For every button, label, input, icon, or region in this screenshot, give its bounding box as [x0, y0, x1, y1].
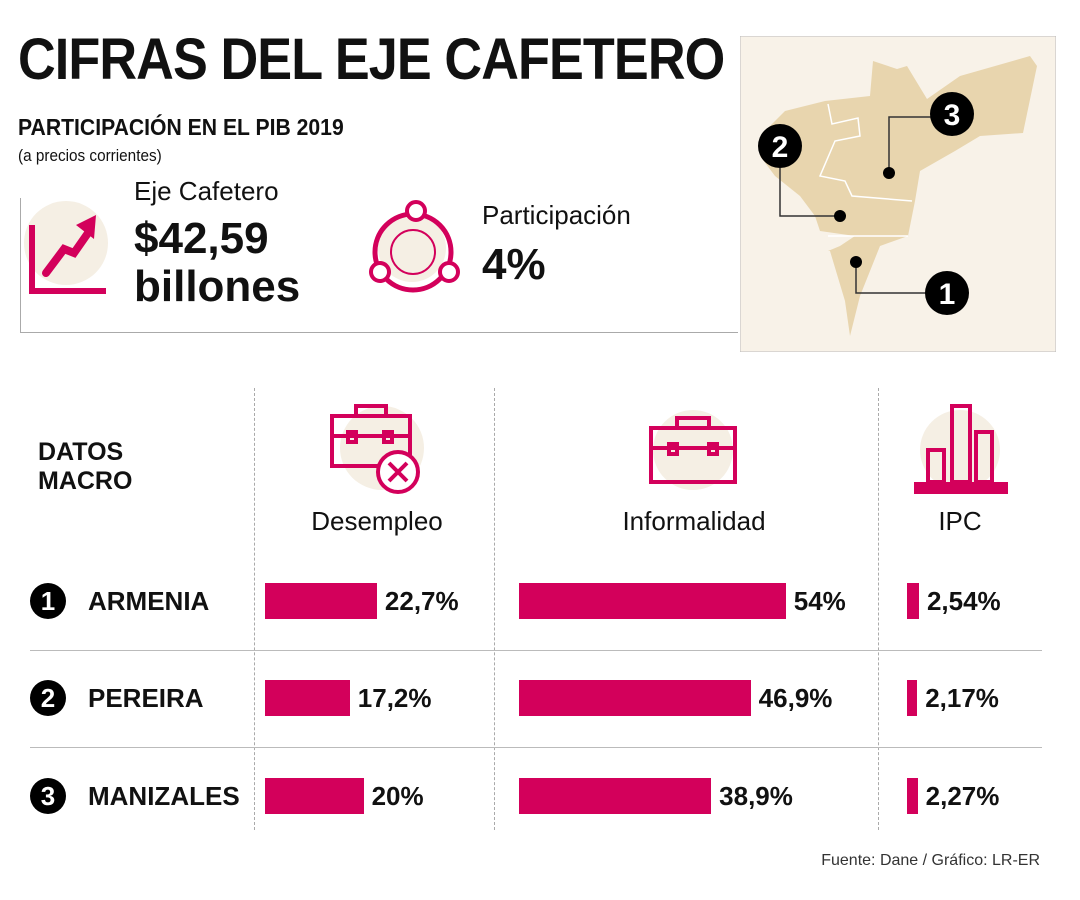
bar-desempleo [265, 778, 364, 814]
data-label: 22,7% [384, 586, 459, 616]
bar-ipc [907, 583, 919, 619]
briefcase-x-icon [330, 404, 424, 494]
column-header-informalidad: Informalidad [622, 506, 766, 536]
column-header-ipc: IPC [938, 506, 982, 536]
map-marker-label: 1 [939, 278, 956, 311]
bar-informalidad [519, 778, 712, 814]
row-divider [30, 747, 1042, 748]
column-header-desempleo: Desempleo [311, 506, 443, 536]
kpi-frame [20, 198, 738, 333]
map-marker-label: 3 [944, 99, 961, 132]
row-number: 3 [30, 778, 66, 814]
map-marker-1 [925, 271, 969, 315]
map-marker-label: 2 [772, 131, 789, 164]
divider [878, 388, 879, 830]
kpi-value: 4% [482, 240, 546, 289]
row-label: PEREIRA [88, 683, 204, 713]
row-label: ARMENIA [88, 586, 210, 616]
kpi-value: $42,59 [134, 214, 269, 263]
region-map: 3 2 1 [740, 36, 1056, 352]
bar-informalidad [519, 680, 751, 716]
kpi-label: Participación [482, 200, 631, 230]
row-number: 1 [30, 583, 66, 619]
bar-desempleo [265, 583, 377, 619]
row-number: 2 [30, 680, 66, 716]
kpi-label: Eje Cafetero [134, 176, 279, 206]
bar-desempleo [265, 680, 350, 716]
data-label: 2,54% [926, 586, 1001, 616]
data-label: 17,2% [357, 683, 432, 713]
data-label: 46,9% [758, 683, 833, 713]
row-divider [30, 650, 1042, 651]
map-marker-3 [930, 92, 974, 136]
growth-chart-icon [24, 201, 108, 294]
network-circle-icon [369, 200, 460, 293]
data-label: 54% [793, 586, 846, 616]
divider [494, 388, 495, 830]
kpi-unit: billones [134, 262, 301, 311]
data-label: 20% [371, 781, 424, 811]
row-label: MANIZALES [88, 781, 240, 811]
chart-title: DATOS MACRO [38, 438, 133, 495]
bar-informalidad [519, 583, 786, 619]
bar-chart-icon [914, 404, 1008, 494]
data-label: 2,17% [925, 683, 999, 713]
data-label: 2,27% [925, 781, 1000, 811]
source-note: Fuente: Dane / Gráfico: LR-ER [821, 852, 1040, 869]
subtitle: PARTICIPACIÓN EN EL PIB 2019 [18, 114, 344, 140]
subtitle-note: (a precios corrientes) [18, 146, 162, 165]
divider [254, 388, 255, 830]
map-marker-2 [758, 124, 802, 168]
bar-ipc [907, 680, 918, 716]
page-title: CIFRAS DEL EJE CAFETERO [18, 27, 725, 92]
data-label: 38,9% [719, 781, 793, 811]
briefcase-icon [649, 410, 737, 490]
bar-ipc [907, 778, 918, 814]
